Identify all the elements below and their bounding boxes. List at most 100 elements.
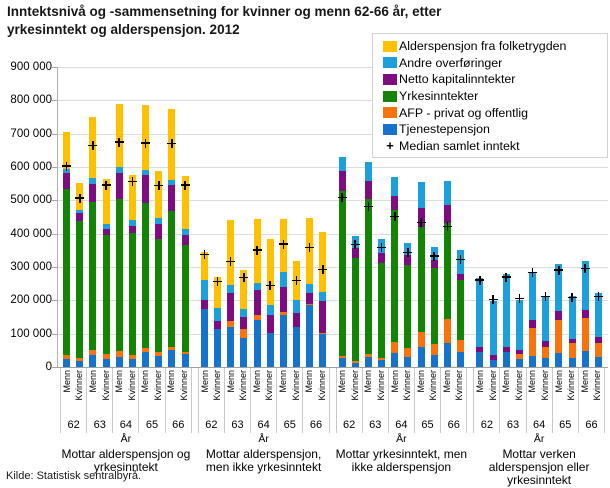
age-label: 65 xyxy=(559,419,572,431)
bar-slot xyxy=(237,67,250,367)
bar-64-kvinner xyxy=(542,295,550,367)
median-marker xyxy=(456,254,466,264)
segment-alderspensjon xyxy=(227,220,235,286)
segment-afp xyxy=(128,354,136,359)
bar-63-menn xyxy=(89,117,97,367)
segment-overforinger xyxy=(76,209,84,214)
segment-tjenestepensjon xyxy=(63,359,71,367)
gender-label: Kvinner xyxy=(454,370,465,401)
age-cell-66: Menn Kvinner 66 xyxy=(577,368,604,433)
segment-afp xyxy=(443,319,451,343)
median-marker xyxy=(88,140,98,150)
bar-64-menn xyxy=(253,219,261,367)
median-marker xyxy=(154,181,164,191)
segment-yrkesinntekter xyxy=(364,198,372,355)
segment-overforinger xyxy=(502,273,510,347)
gender-label: Kvinner xyxy=(376,370,387,401)
age-label: 64 xyxy=(533,419,546,431)
gender-label-slot: Menn xyxy=(579,370,592,393)
segment-overforinger xyxy=(168,180,176,186)
bar-63-menn xyxy=(227,220,235,367)
gender-label-slot: Menn xyxy=(199,370,212,393)
segment-kapital xyxy=(240,317,248,330)
segment-alderspensjon xyxy=(102,178,110,224)
legend-swatch-yrkesinntekter xyxy=(383,90,397,102)
bar-slot xyxy=(264,67,277,367)
age-label: 64 xyxy=(119,419,133,431)
age-cell-65: Menn Kvinner 65 xyxy=(276,368,302,433)
segment-tjenestepensjon xyxy=(253,320,261,367)
gridline xyxy=(57,67,608,68)
gender-label-slot: Menn xyxy=(474,370,487,393)
bar-slot xyxy=(179,67,192,367)
segment-afp xyxy=(142,348,150,353)
legend-label: Tjenestepensjon xyxy=(399,122,490,137)
bar-slot xyxy=(388,67,401,367)
source-note: Kilde: Statistisk sentralbyrå. xyxy=(6,470,142,482)
legend-label: Yrkesinntekter xyxy=(399,89,479,104)
bar-slot xyxy=(592,67,605,367)
segment-afp xyxy=(115,350,123,358)
median-marker xyxy=(141,138,151,148)
legend-item-yrkesinntekter: Yrkesinntekter xyxy=(383,88,603,105)
age-cell-63: Menn Kvinner 63 xyxy=(86,368,112,433)
gender-label-slot: Kvinner xyxy=(487,370,500,401)
segment-overforinger xyxy=(102,223,110,229)
segment-yrkesinntekter xyxy=(391,210,399,342)
y-axis-tick xyxy=(52,100,57,102)
segment-overforinger xyxy=(529,272,537,320)
legend-swatch-overforinger xyxy=(383,57,397,69)
gender-label: Kvinner xyxy=(238,370,249,401)
segment-afp xyxy=(378,358,386,360)
y-axis-label: 300 000 xyxy=(10,261,52,273)
gender-label: Menn xyxy=(278,370,288,393)
segment-tjenestepensjon xyxy=(214,329,221,367)
group-title-3: Mottar yrkesinntekt, men ikke alderspens… xyxy=(335,447,468,475)
segment-yrkesinntekter xyxy=(378,263,386,358)
bar-slot xyxy=(139,67,152,367)
age-separator-zone: Menn Kvinner 62 Menn Kvinner 63 Menn Kvinner 64 M… xyxy=(335,368,468,433)
gender-label-slot: Kvinner xyxy=(428,370,441,401)
bar-63-menn xyxy=(364,161,372,367)
year-axis-label: År xyxy=(258,433,269,445)
segment-yrkesinntekter xyxy=(404,265,412,349)
segment-tjenestepensjon xyxy=(568,358,576,367)
bar-62-kvinner xyxy=(76,182,84,367)
gender-label-pair: Menn Kvinner xyxy=(363,368,388,417)
gender-label: Menn xyxy=(527,370,538,393)
segment-overforinger xyxy=(128,220,136,227)
bar-slot xyxy=(375,67,388,367)
gender-label: Kvinner xyxy=(539,370,550,401)
segment-overforinger xyxy=(364,161,372,181)
gender-label-slot: Menn xyxy=(500,370,513,393)
segment-afp xyxy=(555,319,563,353)
segment-alderspensjon xyxy=(240,270,248,310)
segment-afp xyxy=(457,340,465,352)
bar-65-menn xyxy=(142,104,150,367)
segment-kapital xyxy=(293,312,301,327)
segment-kapital xyxy=(253,290,261,315)
gender-label-pair: Menn Kvinner xyxy=(500,368,525,417)
segment-tjenestepensjon xyxy=(266,333,274,367)
median-marker xyxy=(199,249,209,259)
bar-65-kvinner xyxy=(155,171,163,367)
segment-yrkesinntekter xyxy=(351,258,359,361)
year-axis-label: År xyxy=(533,433,545,445)
segment-kapital xyxy=(502,346,510,352)
segment-yrkesinntekter xyxy=(417,226,425,332)
age-label: 63 xyxy=(506,419,520,431)
age-cell-64: Menn Kvinner 64 xyxy=(250,368,276,433)
bar-62-menn xyxy=(63,132,71,367)
y-axis-tick xyxy=(52,67,57,68)
segment-kapital xyxy=(338,171,346,191)
segment-overforinger xyxy=(227,285,235,293)
legend-swatch-afp xyxy=(383,107,397,119)
segment-overforinger xyxy=(266,305,274,315)
segment-kapital xyxy=(378,252,386,264)
bar-slot xyxy=(60,67,73,367)
gender-label: Menn xyxy=(363,370,374,393)
gender-label-pair: Menn Kvinner xyxy=(61,368,86,417)
segment-yrkesinntekter xyxy=(430,268,438,345)
segment-kapital xyxy=(227,292,235,321)
y-axis-tick xyxy=(52,367,57,368)
